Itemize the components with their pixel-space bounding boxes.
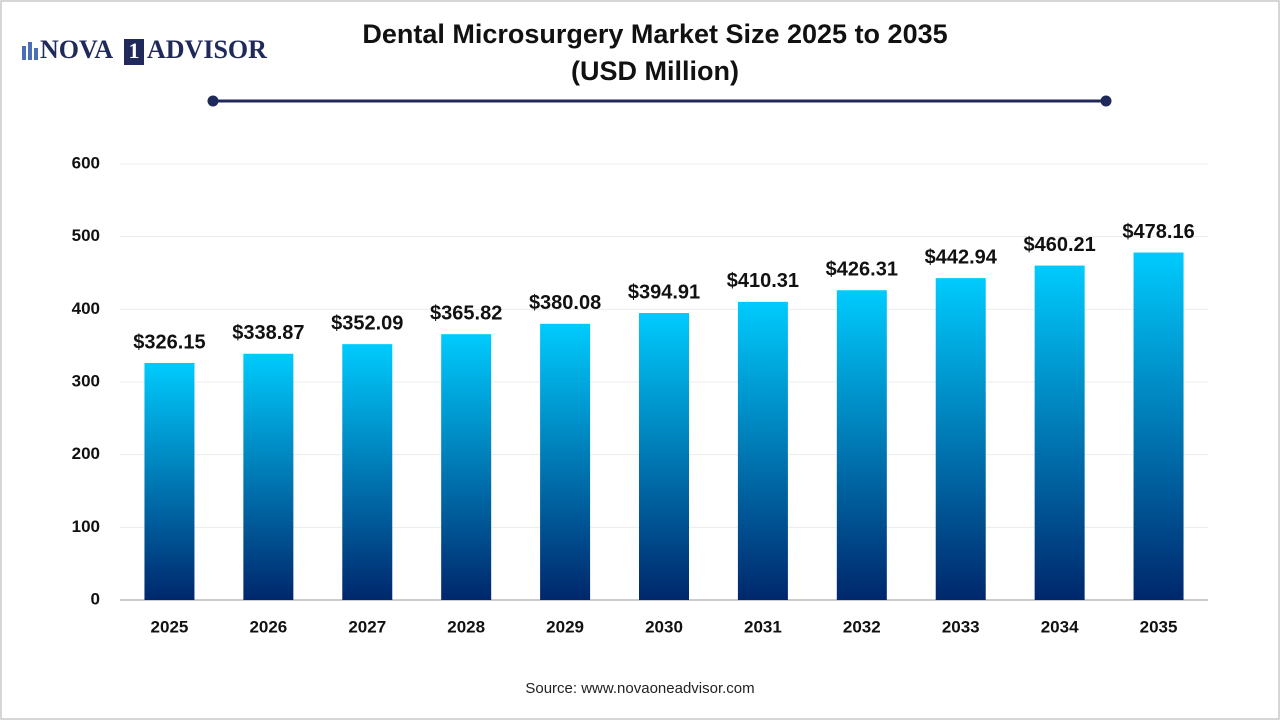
x-tick-label: 2029 <box>546 617 584 636</box>
y-tick-label: 400 <box>72 299 100 318</box>
x-tick-label: 2034 <box>1041 617 1079 636</box>
value-label: $394.91 <box>628 281 700 303</box>
x-tick-label: 2033 <box>942 617 980 636</box>
value-label: $326.15 <box>133 331 205 353</box>
y-tick-label: 200 <box>72 444 100 463</box>
value-label: $478.16 <box>1122 221 1194 243</box>
bar <box>1133 252 1184 601</box>
bar <box>935 278 986 600</box>
value-label: $426.31 <box>826 258 898 280</box>
source: Source: www.novaoneadvisor.com <box>525 680 754 697</box>
chart-subtitle: (USD Million) <box>571 56 739 86</box>
bar <box>441 334 492 600</box>
brand-right: ADVISOR <box>147 35 267 64</box>
bar <box>836 290 887 600</box>
value-label: $352.09 <box>331 312 403 334</box>
x-tick-label: 2031 <box>744 617 782 636</box>
value-label: $410.31 <box>727 270 799 292</box>
y-tick-label: 500 <box>72 226 100 245</box>
x-tick-label: 2030 <box>645 617 683 636</box>
x-tick-label: 2032 <box>843 617 881 636</box>
value-label: $380.08 <box>529 292 601 314</box>
value-label: $365.82 <box>430 302 502 324</box>
value-label: $460.21 <box>1023 234 1095 256</box>
y-tick-label: 0 <box>91 589 100 608</box>
bar <box>639 313 689 600</box>
bar <box>342 344 393 600</box>
value-label: $442.94 <box>925 246 998 268</box>
y-tick-label: 600 <box>72 153 100 172</box>
rule-dot <box>207 95 219 107</box>
y-tick-label: 100 <box>72 517 100 536</box>
x-tick-label: 2028 <box>447 617 485 636</box>
chart-title: Dental Microsurgery Market Size 2025 to … <box>362 19 947 49</box>
value-label: $338.87 <box>232 322 304 344</box>
x-tick-label: 2025 <box>151 617 189 636</box>
rule-dot <box>1100 95 1112 107</box>
bars: 2025 $326.15 2026 $338.87 2027 $352.09 2028 $36… <box>133 221 1194 637</box>
bar <box>144 362 195 600</box>
bar <box>1034 265 1085 600</box>
logo: NOVA 1 ADVISOR <box>22 35 267 65</box>
x-tick-label: 2027 <box>348 617 386 636</box>
x-tick-label: 2035 <box>1140 617 1178 636</box>
bar <box>737 301 788 600</box>
bar <box>540 323 591 600</box>
brand-mark: 1 <box>129 38 140 63</box>
y-tick-label: 300 <box>72 371 100 390</box>
bar <box>243 353 294 600</box>
x-tick-label: 2026 <box>249 617 287 636</box>
brand-left: NOVA <box>40 35 113 64</box>
